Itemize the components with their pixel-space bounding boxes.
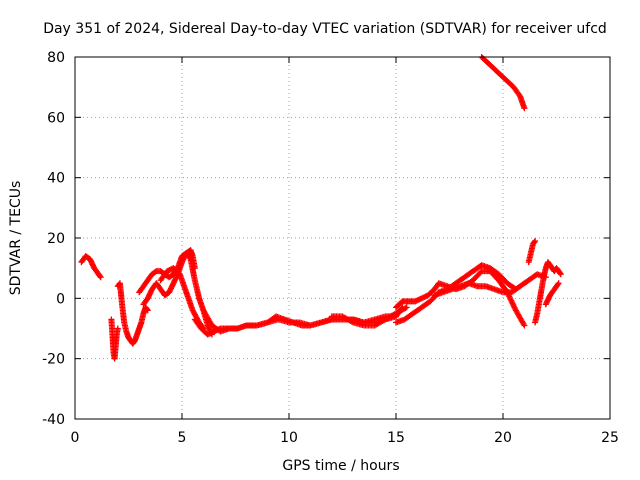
x-tick-label: 25	[601, 430, 619, 446]
data-point	[144, 307, 151, 314]
y-axis-label: SDTVAR / TECUs	[8, 181, 24, 296]
series-track-b	[108, 316, 121, 362]
series-track-m	[478, 54, 528, 112]
data-point	[97, 274, 104, 281]
series-track-c	[114, 280, 151, 347]
data-markers	[78, 54, 564, 362]
series-track-n	[525, 238, 539, 266]
data-point	[402, 305, 409, 312]
data-point	[557, 271, 564, 278]
y-tick-label: -20	[42, 352, 65, 368]
x-tick-label: 0	[71, 430, 80, 446]
x-axis-label: GPS time / hours	[282, 458, 399, 474]
x-tick-label: 5	[178, 430, 187, 446]
y-tick-label: 20	[47, 231, 65, 247]
x-tick-label: 10	[280, 430, 298, 446]
x-tick-label: 15	[387, 430, 405, 446]
series-track-a	[78, 253, 104, 281]
data-point	[531, 239, 538, 246]
x-tick-label: 20	[494, 430, 512, 446]
chart-title: Day 351 of 2024, Sidereal Day-to-day VTE…	[43, 21, 607, 37]
series-track-k	[393, 262, 519, 326]
y-tick-label: 80	[47, 50, 65, 66]
y-tick-labels: -40 -20 0 20 40 60 80	[42, 50, 65, 428]
data-point	[554, 281, 561, 288]
data-point	[555, 280, 562, 287]
series-track-i	[328, 304, 410, 329]
axis-ticks	[74, 56, 611, 420]
series-track-p	[542, 280, 562, 308]
data-point	[521, 322, 528, 329]
data-point	[403, 304, 410, 311]
series-track-f	[157, 265, 207, 332]
y-tick-label: -40	[42, 412, 65, 428]
series-track-o	[532, 259, 564, 326]
y-tick-label: 40	[47, 171, 65, 187]
y-tick-label: 60	[47, 110, 65, 126]
data-point	[348, 318, 355, 325]
grid-lines	[75, 57, 610, 419]
data-point	[557, 270, 564, 277]
data-point	[96, 273, 103, 280]
data-point	[114, 325, 121, 332]
y-tick-label: 0	[56, 291, 65, 307]
data-point	[144, 306, 151, 313]
x-tick-labels: 0 5 10 15 20 25	[71, 430, 619, 446]
data-point	[532, 238, 539, 245]
data-point	[521, 105, 528, 112]
data-point	[191, 265, 198, 272]
